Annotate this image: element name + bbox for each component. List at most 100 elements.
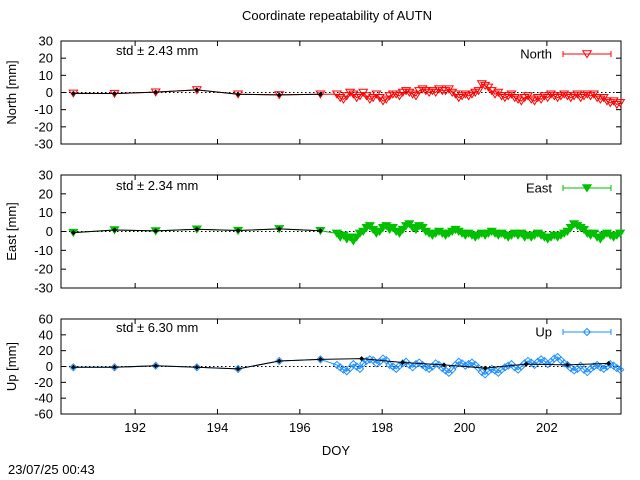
data-point-north: [542, 93, 553, 103]
data-point-up: [441, 366, 450, 375]
data-point-up: [447, 365, 457, 374]
daily-reference-point: [359, 356, 365, 362]
data-point-up: [461, 361, 470, 370]
data-point-north: [368, 93, 379, 103]
data-point-up: [382, 355, 391, 365]
daily-reference-point: [112, 364, 118, 370]
daily-reference-point: [317, 356, 323, 362]
data-point-up: [543, 359, 552, 369]
data-point-up: [464, 359, 473, 369]
data-point-up: [372, 359, 381, 368]
data-point-up: [388, 362, 398, 371]
legend-label: North: [520, 47, 552, 62]
daily-reference-point: [70, 230, 76, 236]
data-point-north: [516, 97, 527, 106]
data-point-up: [490, 366, 500, 375]
daily-reference-point: [153, 228, 159, 234]
data-point-north: [615, 99, 626, 108]
data-point-north: [539, 92, 550, 101]
data-point-north: [562, 92, 573, 101]
data-point-up: [275, 356, 284, 366]
data-point-up: [503, 361, 513, 370]
data-point-up: [362, 356, 371, 366]
data-point-north: [420, 87, 431, 96]
data-point-north: [601, 97, 613, 106]
daily-reference-point: [441, 362, 447, 368]
daily-reference-point: [523, 361, 529, 367]
daily-reference-point: [606, 360, 612, 366]
y-tick-label: -20: [34, 119, 53, 134]
data-point-up: [467, 358, 477, 367]
data-point-up: [579, 365, 589, 374]
data-point-north: [536, 95, 547, 104]
timestamp: 23/07/25 00:43: [8, 462, 95, 477]
data-point-north: [529, 97, 540, 106]
daily-reference-point: [235, 228, 241, 234]
daily-reference-point: [276, 358, 282, 364]
daily-reference-line: [73, 358, 609, 370]
data-point-up: [405, 360, 414, 370]
data-point-up: [602, 362, 612, 371]
data-point-north: [427, 87, 438, 96]
x-tick-label: 192: [124, 420, 146, 435]
data-point-up: [566, 363, 575, 373]
y-tick-label: -10: [34, 102, 53, 117]
data-point-east: [615, 229, 626, 238]
data-point-up: [599, 364, 608, 374]
y-tick-label: 20: [39, 51, 53, 66]
y-tick-label: 20: [39, 186, 53, 201]
daily-reference-point: [235, 91, 241, 97]
data-point-up: [352, 362, 361, 371]
y-tick-label: -30: [34, 281, 53, 296]
chart-title: Coordinate repeatability of AUTN: [242, 8, 432, 23]
panel-east: 30 20 10 0 -10 -20 -30 East [mm] std ± 2.34 mm Ea…: [4, 168, 626, 296]
y-tick-label: 40: [39, 327, 53, 342]
data-point-north: [512, 95, 524, 104]
daily-reference-point: [153, 89, 159, 95]
data-point-up: [609, 361, 618, 370]
data-point-up: [332, 360, 342, 370]
data-point-up: [550, 354, 559, 363]
data-point-north: [460, 90, 471, 99]
legend-label: Up: [535, 325, 552, 340]
daily-reference-point: [276, 226, 282, 232]
daily-reference-point: [400, 360, 406, 366]
data-point-up: [355, 364, 365, 374]
legend-marker: [582, 327, 592, 337]
data-point-up: [415, 358, 424, 367]
data-point-up: [477, 367, 487, 377]
daily-reference-point: [70, 90, 76, 96]
y-tick-label: 0: [46, 224, 53, 239]
data-point-up: [586, 364, 595, 374]
daily-reference-point: [70, 364, 76, 370]
data-point-north: [391, 90, 402, 99]
x-tick-label: 194: [207, 420, 229, 435]
y-tick-label: 10: [39, 205, 53, 220]
data-point-north: [341, 92, 352, 101]
data-point-up: [533, 357, 543, 366]
data-point-up: [424, 364, 434, 374]
data-point-north: [549, 92, 560, 101]
y-tick-label: -20: [34, 262, 53, 277]
y-tick-label: -30: [34, 137, 53, 152]
data-point-up: [615, 365, 625, 374]
y-tick-label: -40: [34, 391, 53, 406]
data-point-up: [510, 363, 519, 372]
daily-reference-point: [112, 91, 118, 97]
data-point-up: [69, 363, 78, 372]
data-point-north: [447, 88, 458, 98]
daily-reference-point: [317, 228, 323, 234]
y-axis-label: North [mm]: [4, 60, 19, 124]
y-tick-label: -10: [34, 243, 53, 258]
legend-marker: [581, 184, 593, 193]
data-point-up: [395, 361, 404, 370]
daily-reference-point: [153, 363, 159, 369]
data-point-up: [316, 355, 325, 364]
data-point-up: [527, 358, 536, 367]
data-point-up: [457, 359, 467, 368]
daily-reference-point: [112, 227, 118, 233]
data-point-north: [394, 92, 405, 101]
panel-north: 30 20 10 0 -10 -20 -30 North [mm] std ± 2.43 mm N…: [4, 34, 626, 152]
